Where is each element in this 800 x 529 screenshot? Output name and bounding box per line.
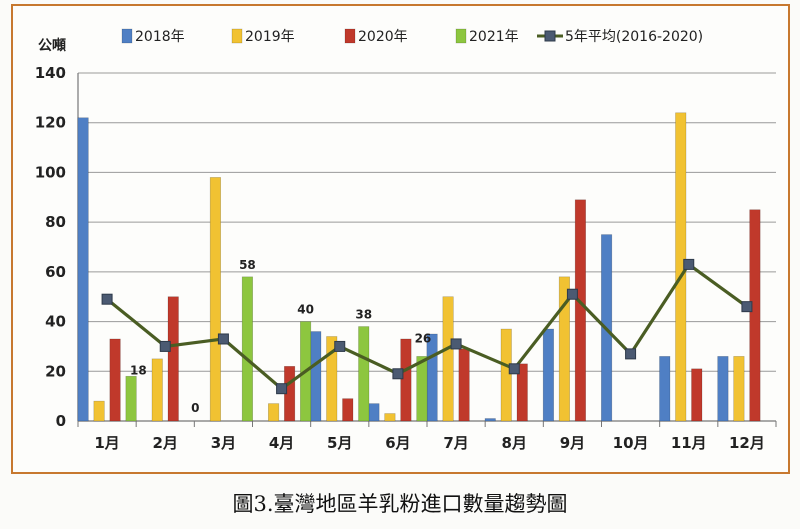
legend-swatch — [231, 28, 243, 44]
bar — [109, 338, 121, 422]
bar — [500, 328, 512, 422]
bar — [400, 338, 412, 422]
legend-label: 2019年 — [245, 29, 295, 45]
x-tick-label: 5月 — [327, 434, 352, 452]
legend-label: 2018年 — [135, 29, 185, 45]
data-label: 58 — [239, 258, 256, 272]
data-label: 38 — [355, 308, 372, 322]
bar — [574, 199, 586, 422]
chart-canvas: 0 20 40 60 80 100 120 140 1月 2月 3月 4月 5月 6月 7月 8月 9月 10月 1… — [35, 28, 777, 452]
bar — [151, 358, 163, 422]
bar — [749, 209, 761, 422]
bar — [241, 276, 253, 422]
x-tick-label: 11月 — [671, 434, 707, 452]
bar — [516, 363, 528, 422]
bar — [558, 276, 570, 422]
bar — [442, 296, 454, 422]
x-tick-label: 4月 — [269, 434, 294, 452]
average-marker — [683, 258, 695, 270]
bar — [167, 296, 179, 422]
legend-label: 2020年 — [358, 29, 408, 45]
bar — [384, 413, 396, 422]
average-marker — [217, 333, 229, 345]
chart-caption: 圖3.臺灣地區羊乳粉進口數量趨勢圖 — [232, 492, 568, 516]
legend-swatch — [455, 28, 467, 44]
bar — [326, 336, 338, 422]
average-marker — [566, 288, 578, 300]
y-tick-label: 80 — [45, 213, 66, 231]
y-tick-label: 40 — [45, 313, 66, 331]
legend-marker — [544, 30, 556, 42]
average-marker — [741, 301, 753, 313]
bar — [358, 326, 370, 422]
y-tick-label: 0 — [56, 412, 66, 430]
bar — [733, 356, 745, 422]
average-line — [106, 262, 748, 391]
bar — [542, 328, 554, 422]
y-tick-label: 120 — [35, 114, 66, 132]
bar — [484, 418, 496, 422]
bar — [691, 368, 703, 422]
data-label: 40 — [297, 303, 314, 317]
y-tick-label: 20 — [45, 362, 66, 380]
bar — [209, 177, 221, 422]
x-tick-label: 10月 — [613, 434, 649, 452]
average-marker — [450, 338, 462, 350]
average-marker — [392, 368, 404, 380]
bar — [426, 333, 438, 422]
x-tick-label: 3月 — [211, 434, 236, 452]
bar — [342, 398, 354, 422]
bar — [458, 348, 470, 422]
bar — [268, 403, 280, 422]
bar — [93, 400, 105, 422]
x-tick-label: 6月 — [385, 434, 410, 452]
x-tick-label: 9月 — [560, 434, 585, 452]
average-marker — [625, 348, 637, 360]
bar — [368, 403, 380, 422]
bar — [659, 356, 671, 422]
data-label: 26 — [415, 331, 432, 345]
legend-swatch — [121, 28, 133, 44]
bar — [77, 117, 89, 422]
bar — [125, 375, 137, 422]
y-tick-label: 140 — [35, 64, 66, 82]
average-marker — [276, 383, 288, 395]
legend-swatch — [344, 28, 356, 44]
legend-label: 5年平均(2016-2020) — [565, 29, 703, 45]
average-marker — [159, 340, 171, 352]
legend-label: 2021年 — [469, 29, 519, 45]
x-tick-label: 12月 — [729, 434, 765, 452]
x-tick-label: 1月 — [94, 434, 119, 452]
bar — [416, 356, 428, 422]
x-tick-label: 8月 — [502, 434, 527, 452]
y-tick-label: 60 — [45, 263, 66, 281]
bar — [717, 356, 729, 422]
data-label: 0 — [191, 401, 199, 415]
unit-label: 公噸 — [38, 37, 66, 54]
average-marker — [334, 340, 346, 352]
data-label: 18 — [130, 363, 147, 377]
y-tick-label: 100 — [35, 163, 66, 181]
x-tick-label: 2月 — [153, 434, 178, 452]
bar — [310, 331, 322, 422]
average-marker — [508, 363, 520, 375]
x-tick-label: 7月 — [443, 434, 468, 452]
average-marker — [101, 293, 113, 305]
